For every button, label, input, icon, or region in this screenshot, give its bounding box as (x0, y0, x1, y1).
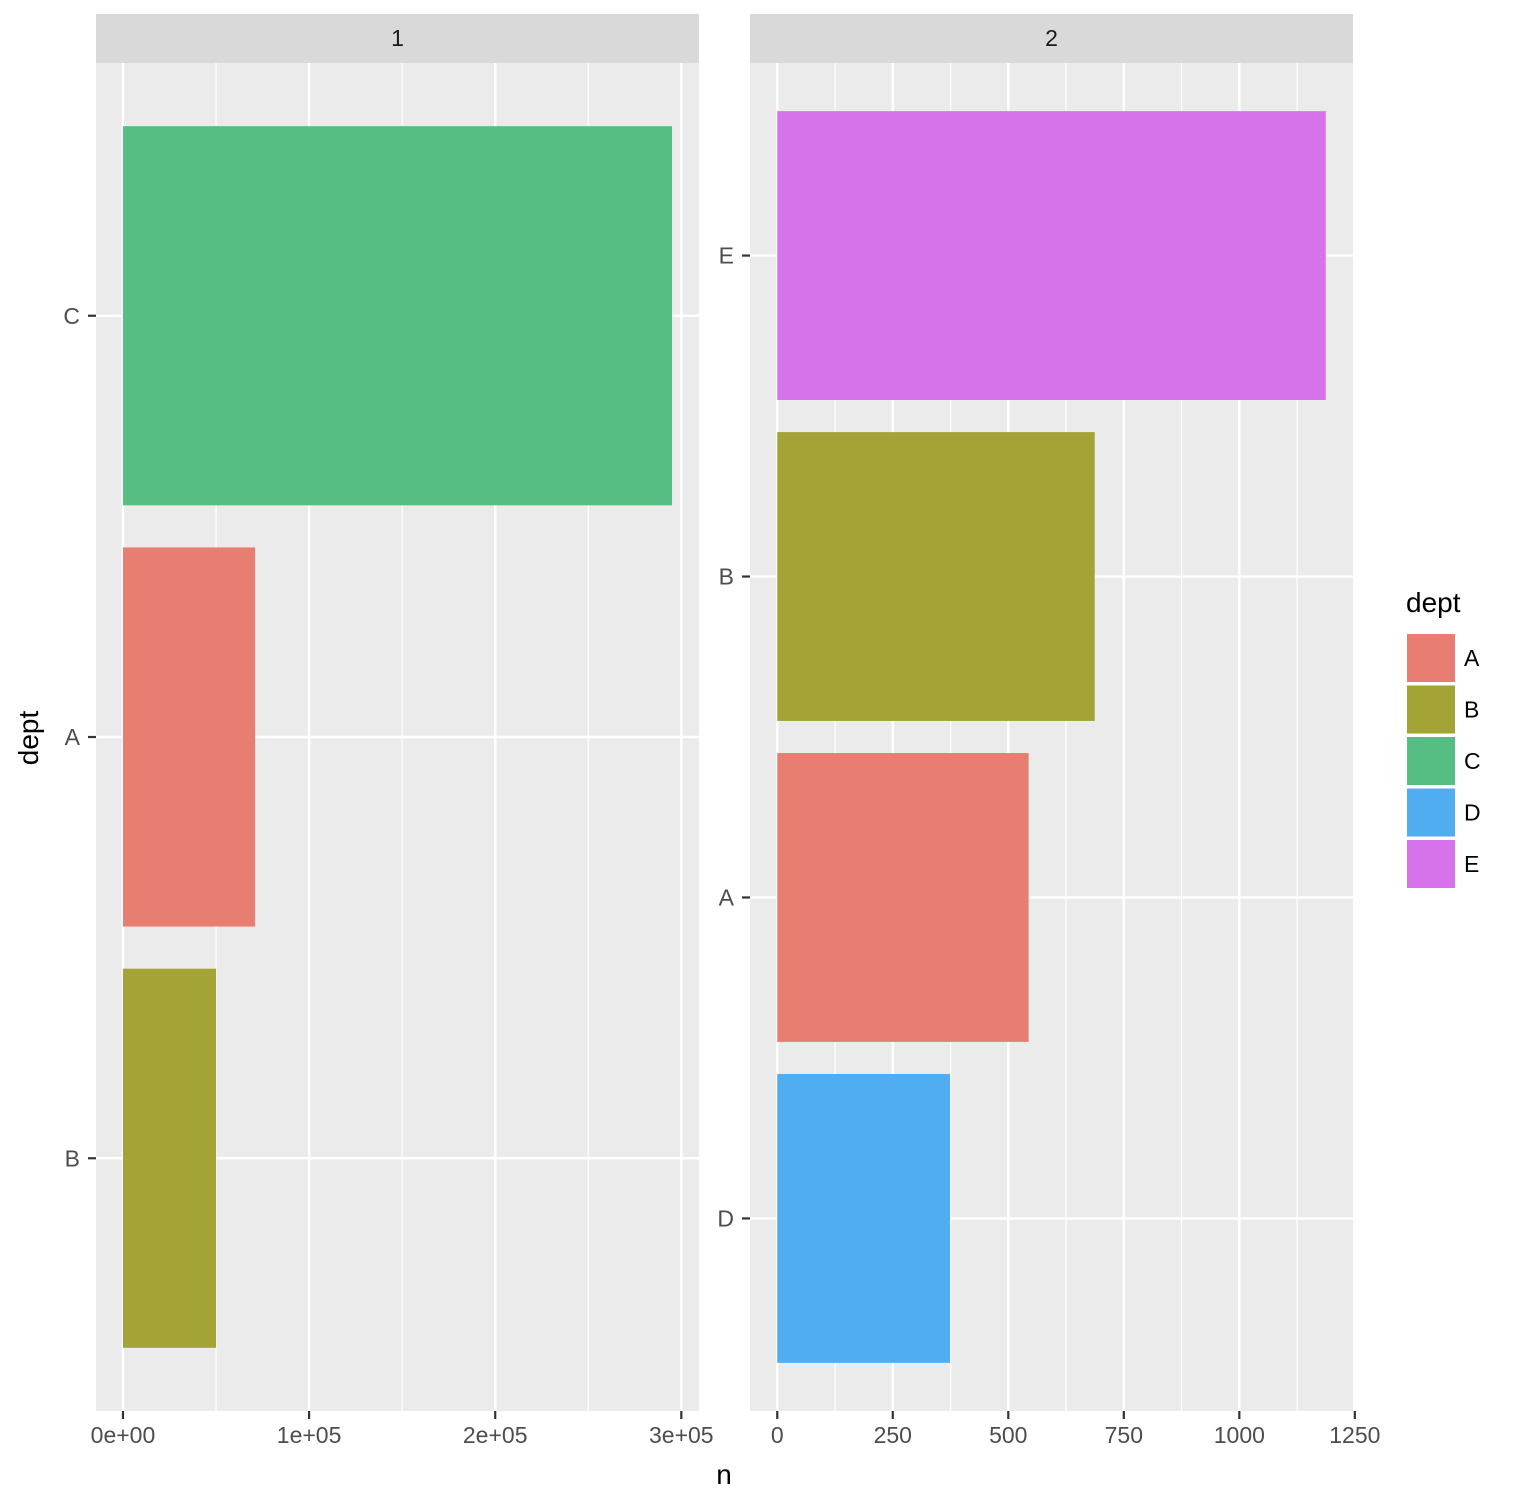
y-tick-label: B (65, 1145, 80, 1171)
x-tick-label: 0 (771, 1422, 784, 1448)
facet-strip-label: 1 (391, 25, 404, 51)
legend-key-E (1407, 840, 1455, 888)
facet-panel-1: 1 B A C 0e+00 1e+05 2e+05 3e+05 (63, 14, 714, 1448)
y-tick-label: D (717, 1205, 734, 1231)
y-tick-label: C (63, 303, 80, 329)
y-tick-label: A (65, 724, 81, 750)
bar-C (122, 126, 673, 506)
x-tick-label: 250 (874, 1422, 912, 1448)
legend-label: E (1464, 851, 1479, 877)
bar-B (122, 968, 217, 1348)
legend-title: dept (1406, 587, 1461, 618)
legend-key-A (1407, 634, 1455, 682)
legend-label: C (1464, 748, 1481, 774)
x-tick-label: 750 (1105, 1422, 1143, 1448)
x-tick-label: 1000 (1214, 1422, 1265, 1448)
facet-strip (96, 14, 699, 63)
legend-key-B (1407, 685, 1455, 734)
y-tick-label: B (719, 564, 734, 590)
x-tick-label: 1e+05 (277, 1422, 342, 1448)
y-tick-label: A (719, 884, 735, 910)
legend-key-C (1407, 737, 1455, 785)
facets: 1 B A C 0e+00 1e+05 2e+05 3e+05 2 D A B E 0 250 500 750 1… (63, 14, 1380, 1448)
legend-label: A (1464, 645, 1480, 671)
y-axis-title: dept (13, 711, 44, 766)
bar-A (777, 753, 1029, 1042)
bar-A (122, 547, 256, 927)
facet-strip-label: 2 (1045, 25, 1058, 51)
facet-panel-2: 2 D A B E 0 250 500 750 1000 1250 (717, 14, 1380, 1448)
bar-D (777, 1074, 951, 1363)
legend-label: B (1464, 697, 1479, 723)
x-tick-label: 500 (989, 1422, 1027, 1448)
legend-label: D (1464, 800, 1481, 826)
x-tick-label: 0e+00 (91, 1422, 156, 1448)
bar-E (777, 111, 1326, 401)
x-tick-label: 1250 (1329, 1422, 1380, 1448)
facet-strip (750, 14, 1353, 63)
x-tick-label: 2e+05 (463, 1422, 528, 1448)
x-tick-label: 3e+05 (649, 1422, 714, 1448)
bar-B (777, 432, 1095, 721)
x-axis-title: n (716, 1459, 732, 1490)
y-tick-label: E (719, 243, 734, 269)
legend-key-D (1407, 788, 1455, 837)
